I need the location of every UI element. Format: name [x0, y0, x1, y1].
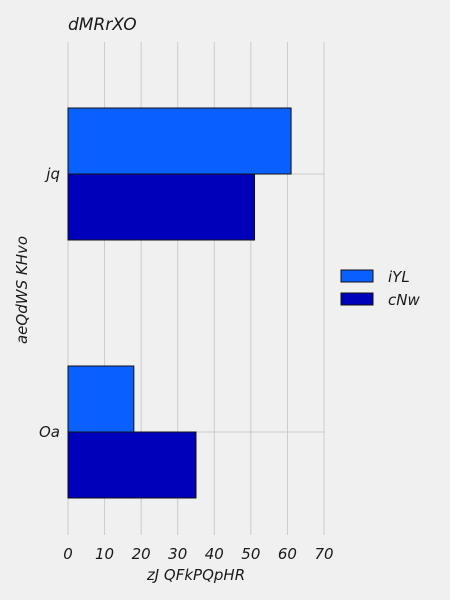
tick-labels: 0 10 20 30 40 50 60 70 jq Oa [39, 165, 334, 563]
bars [67, 107, 292, 499]
legend: iYL cNw [340, 268, 420, 309]
x-tick-label: 0 [63, 545, 73, 563]
y-axis-label: aeQdWS KHvo [13, 236, 31, 344]
x-tick-label: 70 [314, 545, 333, 563]
x-tick-label: 40 [205, 545, 224, 563]
y-tick-label: jq [44, 165, 60, 183]
y-tick-label: Oa [39, 423, 60, 441]
legend-label-cNw: cNw [388, 291, 420, 309]
bar-iYL-jq [67, 107, 292, 175]
x-tick-label: 60 [278, 545, 297, 563]
legend-label-iYL: iYL [388, 268, 410, 286]
chart-title: dMRrXO [68, 15, 137, 35]
legend-swatch-cNw [340, 292, 374, 306]
x-tick-label: 50 [241, 545, 260, 563]
x-tick-label: 10 [95, 545, 114, 563]
bar-cNw-jq [67, 173, 256, 241]
bar-iYL-Oa [67, 365, 135, 433]
x-tick-label: 20 [132, 545, 151, 563]
legend-swatch-iYL [340, 269, 374, 283]
x-tick-label: 30 [168, 545, 187, 563]
bar-cNw-Oa [67, 431, 197, 499]
x-axis-label: zJ QFkPQpHR [146, 566, 245, 584]
